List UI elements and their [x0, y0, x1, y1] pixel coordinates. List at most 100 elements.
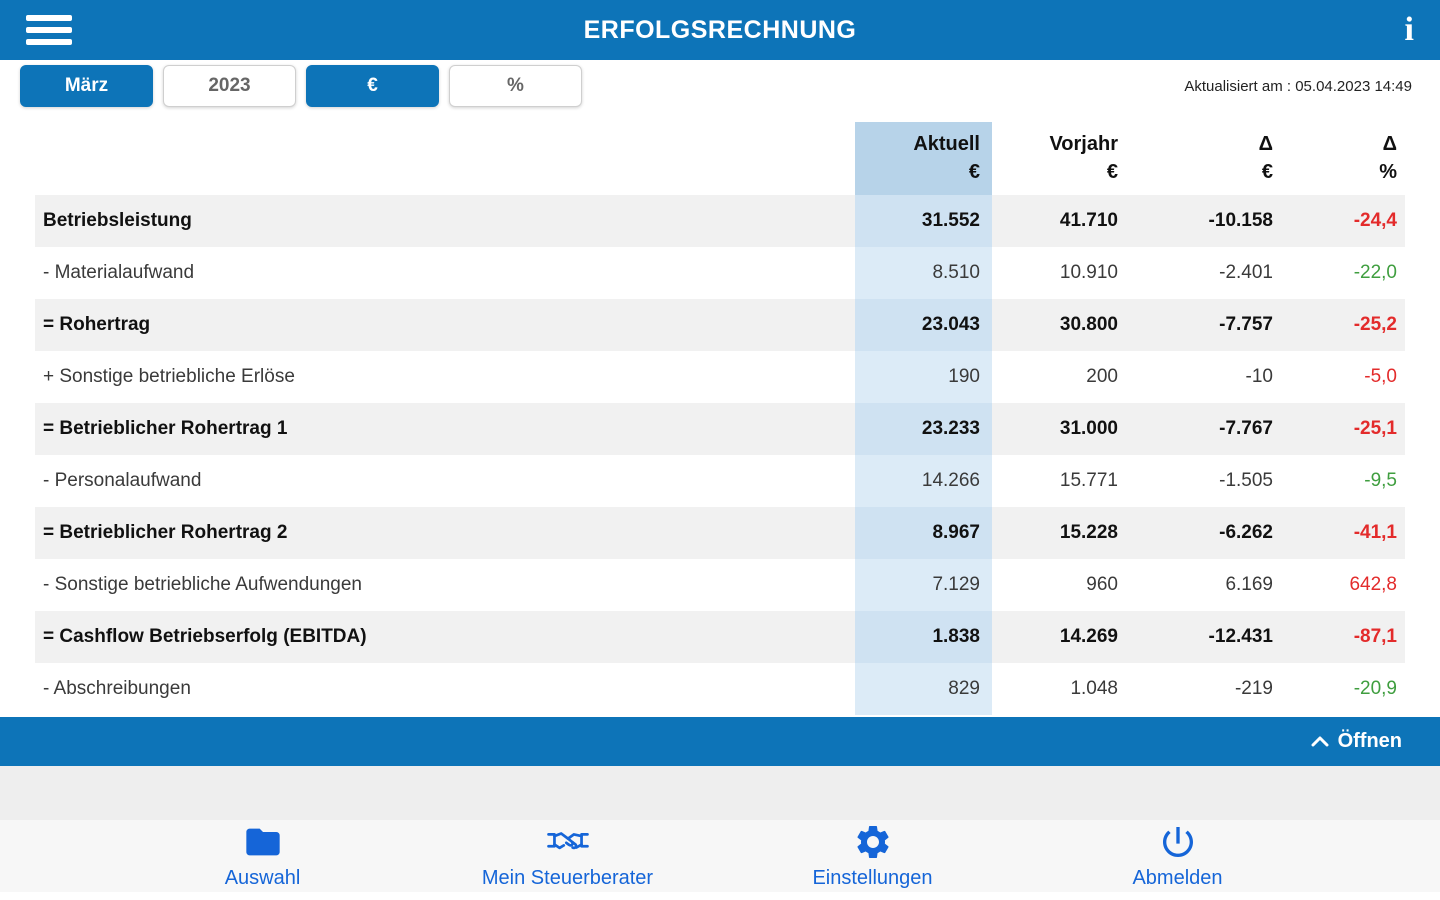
column-header-aktuell: Aktuell €: [855, 122, 992, 195]
row-label: = Betrieblicher Rohertrag 2: [43, 522, 288, 543]
vorjahr-value: 200: [1086, 366, 1118, 387]
info-icon[interactable]: i: [1404, 11, 1414, 48]
nav-item-abmelden[interactable]: Abmelden: [1025, 820, 1330, 892]
column-unit: €: [968, 161, 980, 183]
aktuell-value: 31.552: [855, 195, 992, 247]
row-label: Betriebsleistung: [43, 210, 192, 231]
vorjahr-value: 31.000: [1059, 418, 1118, 439]
aktuell-value: 23.043: [855, 299, 992, 351]
vorjahr-value: 15.771: [1059, 470, 1118, 491]
filter-toolbar: März 2023 € % Aktualisiert am : 05.04.20…: [0, 60, 1440, 112]
table-row: = Betrieblicher Rohertrag 2 8.967 15.228 -6…: [35, 507, 1405, 559]
delta-eur-value: -7.767: [1219, 418, 1273, 439]
row-label: = Cashflow Betriebserfolg (EBITDA): [43, 626, 367, 647]
delta-pct-value: -25,1: [1353, 418, 1397, 439]
delta-eur-value: -12.431: [1208, 626, 1273, 647]
year-button[interactable]: 2023: [163, 65, 296, 107]
open-expand-bar[interactable]: Öffnen: [0, 717, 1440, 766]
table-row: - Abschreibungen 829 1.048 -219 -20,9: [35, 663, 1405, 715]
delta-pct-value: 642,8: [1349, 574, 1397, 595]
table-body: Betriebsleistung 31.552 41.710 -10.158 -24,4…: [35, 195, 1405, 715]
delta-eur-value: -7.757: [1219, 314, 1273, 335]
column-title: Δ: [1382, 133, 1397, 155]
handshake-icon: [546, 822, 590, 862]
vorjahr-value: 30.800: [1059, 314, 1118, 335]
vorjahr-value: 10.910: [1059, 262, 1118, 283]
delta-pct-value: -87,1: [1353, 626, 1397, 647]
vorjahr-value: 960: [1086, 574, 1118, 595]
table-row: = Rohertrag 23.043 30.800 -7.757 -25,2: [35, 299, 1405, 351]
nav-label: Mein Steuerberater: [481, 867, 654, 889]
vorjahr-value: 15.228: [1059, 522, 1118, 543]
delta-pct-value: -41,1: [1353, 522, 1397, 543]
chevron-up-icon: [1311, 736, 1329, 747]
delta-pct-value: -24,4: [1353, 210, 1397, 231]
aktuell-value: 8.510: [855, 247, 992, 299]
delta-pct-value: -25,2: [1353, 314, 1397, 335]
nav-item-mein-steuerberater[interactable]: Mein Steuerberater: [415, 820, 720, 892]
hamburger-bar: [26, 27, 72, 33]
column-title: Δ: [1258, 133, 1273, 155]
last-updated-label: Aktualisiert am : 05.04.2023 14:49: [1184, 77, 1412, 95]
delta-pct-value: -20,9: [1353, 678, 1397, 699]
table-row: - Sonstige betriebliche Aufwendungen 7.12…: [35, 559, 1405, 611]
nav-label: Auswahl: [224, 867, 301, 889]
column-unit: %: [1379, 161, 1397, 183]
row-label: + Sonstige betriebliche Erlöse: [43, 366, 295, 387]
header-label-spacer: [35, 122, 855, 195]
open-bar-label: Öffnen: [1337, 730, 1402, 752]
income-statement-table: Aktuell € Vorjahr € Δ € Δ % Betriebsleis…: [35, 122, 1405, 715]
row-label: - Materialaufwand: [43, 262, 195, 283]
delta-eur-value: -10.158: [1208, 210, 1273, 231]
delta-eur-value: 6.169: [1225, 574, 1273, 595]
top-app-bar: ERFOLGSRECHNUNG i: [0, 0, 1440, 60]
nav-label: Einstellungen: [812, 867, 933, 889]
row-label: - Abschreibungen: [43, 678, 191, 699]
delta-eur-value: -6.262: [1219, 522, 1273, 543]
table-row: - Personalaufwand 14.266 15.771 -1.505 -9,5: [35, 455, 1405, 507]
column-header-delta-pct: Δ %: [1285, 122, 1405, 195]
delta-eur-value: -2.401: [1219, 262, 1273, 283]
row-label: = Betrieblicher Rohertrag 1: [43, 418, 288, 439]
aktuell-value: 7.129: [855, 559, 992, 611]
hamburger-bar: [26, 39, 72, 45]
column-unit: €: [1261, 161, 1273, 183]
delta-eur-value: -219: [1234, 678, 1273, 699]
hamburger-bar: [26, 15, 72, 21]
page-title: ERFOLGSRECHNUNG: [583, 15, 857, 44]
hamburger-menu-icon[interactable]: [26, 9, 72, 51]
aktuell-value: 829: [855, 663, 992, 715]
delta-pct-value: -5,0: [1364, 366, 1397, 387]
delta-pct-value: -9,5: [1364, 470, 1397, 491]
table-row: Betriebsleistung 31.552 41.710 -10.158 -24,4: [35, 195, 1405, 247]
aktuell-value: 190: [855, 351, 992, 403]
aktuell-value: 8.967: [855, 507, 992, 559]
gear-icon: [851, 822, 895, 862]
row-label: = Rohertrag: [43, 314, 151, 335]
vorjahr-value: 41.710: [1059, 210, 1118, 231]
table-header: Aktuell € Vorjahr € Δ € Δ %: [35, 122, 1405, 195]
aktuell-value: 1.838: [855, 611, 992, 663]
month-button[interactable]: März: [20, 65, 153, 107]
table-row: + Sonstige betriebliche Erlöse 190 200 -10 -…: [35, 351, 1405, 403]
aktuell-value: 23.233: [855, 403, 992, 455]
nav-item-auswahl[interactable]: Auswahl: [110, 820, 415, 892]
power-icon: [1156, 822, 1200, 862]
table-row: - Materialaufwand 8.510 10.910 -2.401 -22,0: [35, 247, 1405, 299]
nav-item-einstellungen[interactable]: Einstellungen: [720, 820, 1025, 892]
bottom-navigation: Auswahl Mein Steuerberater Einstellungen: [0, 820, 1440, 896]
column-title: Vorjahr: [1049, 133, 1118, 155]
nav-label: Abmelden: [1132, 867, 1223, 889]
percent-toggle-button[interactable]: %: [449, 65, 582, 107]
currency-toggle-button[interactable]: €: [306, 65, 439, 107]
delta-eur-value: -10: [1245, 366, 1273, 387]
column-unit: €: [1106, 161, 1118, 183]
table-row: = Betrieblicher Rohertrag 1 23.233 31.000 -…: [35, 403, 1405, 455]
row-label: - Sonstige betriebliche Aufwendungen: [43, 574, 363, 595]
column-header-delta-eur: Δ €: [1130, 122, 1285, 195]
delta-eur-value: -1.505: [1219, 470, 1273, 491]
row-label: - Personalaufwand: [43, 470, 202, 491]
vorjahr-value: 14.269: [1059, 626, 1118, 647]
folder-icon: [241, 822, 285, 862]
vorjahr-value: 1.048: [1070, 678, 1118, 699]
